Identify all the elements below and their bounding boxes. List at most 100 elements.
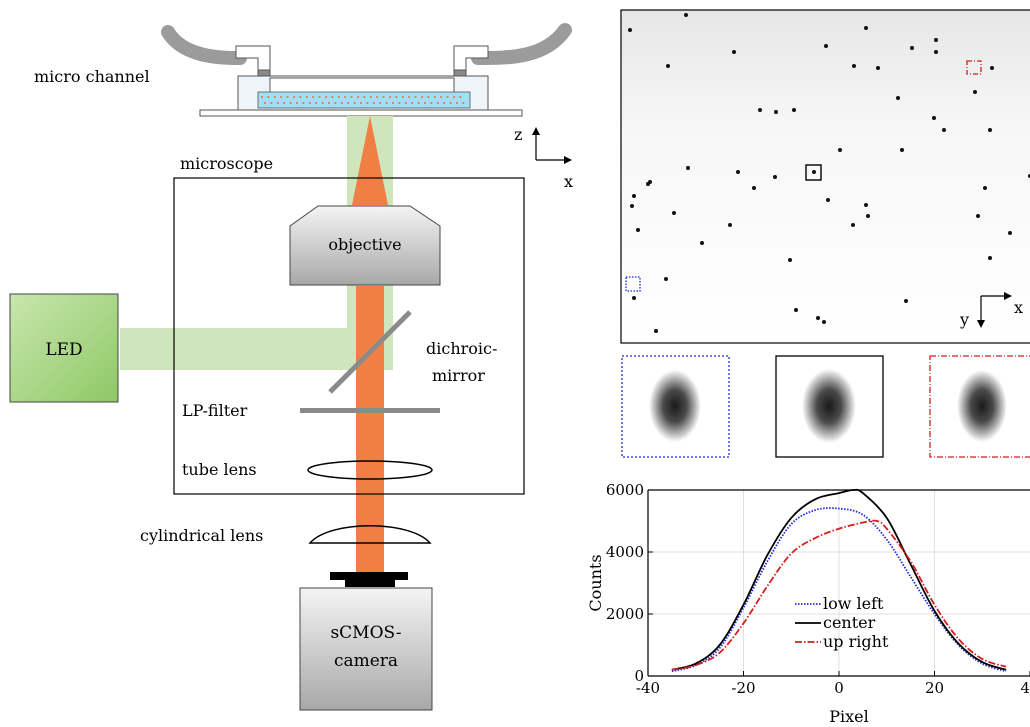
particle-dot [932,116,936,120]
particle-dot [988,128,992,132]
series-line-center [671,488,1007,671]
particle-dot [896,96,900,100]
micro-channel-label: micro channel [34,67,150,86]
led-source [9,293,119,403]
particle-dot [773,175,777,179]
cylindrical-lens-label: cylindrical lens [140,526,263,545]
seeding-particles [260,95,465,105]
particle-dot [973,90,977,94]
seeding-particle [344,95,347,99]
optical-setup: micro channel z x microscope objective L… [9,23,573,711]
seeding-particle [356,95,360,99]
seeding-particle [318,95,321,99]
particle-dot [988,256,992,260]
seeding-particle [388,95,392,99]
particle-dot [752,186,756,190]
emission-beam [356,286,384,574]
marker-low-left [625,276,641,292]
excitation-beam-horizontal [120,328,393,370]
psf-up-right-spot [957,370,1007,442]
particle-dot [636,228,640,232]
particle-dot [774,110,778,114]
seeding-particle [260,95,264,99]
seeding-particle [337,95,340,99]
seeding-particle [404,101,407,105]
particle-dot [646,182,650,186]
cylindrical-lens [308,525,432,544]
particle-dot [758,108,762,112]
seeding-particle [283,101,286,105]
seeding-particle [455,101,459,105]
legend-label: center [823,613,876,632]
legend-label: up right [823,632,889,651]
particle-dot [942,128,946,132]
particle-dots [628,13,1030,333]
particle-dot [864,26,868,30]
seeding-particle [385,101,388,105]
particle-dot [876,66,880,70]
seeding-particle [280,95,283,99]
particle-dot [910,46,914,50]
seeding-particle [395,95,398,99]
seeding-particle [417,101,420,105]
marker-center [805,164,822,181]
objective [289,205,441,286]
seeding-particle [391,101,395,105]
microchannel-cover [269,77,455,95]
particle-dot [736,170,740,174]
particle-dot [866,214,870,218]
seeding-particle [299,95,302,99]
camera-label-line1: sCMOS- [330,623,401,643]
particle-image-panel: y x [620,9,1030,344]
seeding-particle [276,101,279,105]
psf-zoom-panels [621,355,1030,458]
particle-dot [852,64,856,68]
seeding-particle [305,95,308,99]
particle-dot [672,211,676,215]
image-axis-y-label: y [959,310,969,329]
x-tick-label: 40 [1020,679,1030,697]
seeding-particle [295,101,299,105]
objective-label: objective [328,235,401,254]
tube-lens [307,460,433,480]
particle-dot [990,66,994,70]
dichroic-mirror [328,310,412,394]
scmos-camera [299,587,433,711]
zx-axes: z x [514,125,573,191]
seeding-particle [433,95,436,99]
seeding-particle [267,95,270,99]
camera-sensor-plate [330,572,408,580]
particle-dot [816,316,820,320]
particle-dot [900,148,904,152]
seeding-particle [273,95,276,99]
particle-dot [630,204,634,208]
particle-dot [732,50,736,54]
particle-dot [864,203,868,207]
camera-mount [345,580,395,587]
particle-dot [934,38,938,42]
y-tick-label: 6000 [606,481,644,499]
seeding-particle [376,95,379,99]
yx-axes: y x [959,292,1023,329]
particle-dot [822,320,826,324]
microscope-label: microscope [180,154,273,173]
seeding-particle [462,101,465,105]
seeding-particle [347,101,350,105]
axis-z-label: z [514,125,522,144]
particle-dot [983,186,987,190]
seeding-particle [372,101,375,105]
particle-dot [792,108,796,112]
particle-image [620,9,1030,344]
particle-dot [686,166,690,170]
seeding-particle [369,95,372,99]
seeding-particle [315,101,318,105]
seeding-particle [334,101,337,105]
particle-dot [851,223,855,227]
particle-dot [838,148,842,152]
seeding-particle [353,101,356,105]
particle-dot [826,198,830,202]
seeding-particle [459,95,462,99]
seeding-particle [449,101,452,105]
seeding-particle [363,95,366,99]
particle-dot [934,50,938,54]
